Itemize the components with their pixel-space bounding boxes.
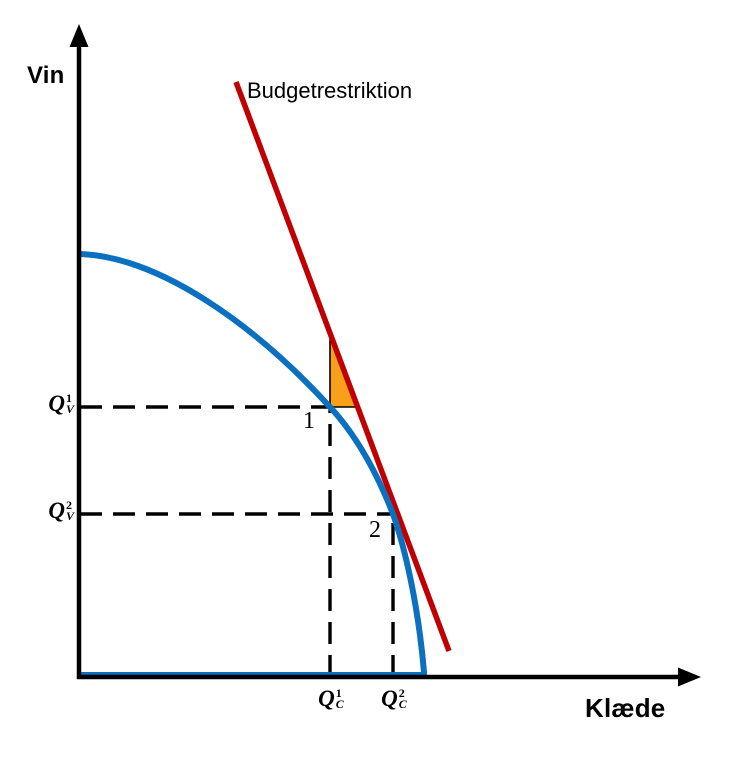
- qv2-sup: 2: [65, 498, 72, 512]
- point2-label: 2: [369, 517, 381, 543]
- budget-line-label: Budgetrestriktion: [247, 78, 413, 103]
- ppf-curve: [79, 251, 427, 678]
- qv2-base: Q: [48, 498, 65, 523]
- y-axis-label: Vin: [27, 62, 65, 89]
- qc2-base: Q: [381, 686, 398, 711]
- qc2-sub: C: [398, 697, 407, 711]
- qc2-sup: 2: [398, 686, 405, 700]
- qv1-sub: V: [65, 402, 74, 416]
- point1-label: 1: [303, 408, 315, 434]
- qv2-sub: V: [65, 509, 74, 523]
- qv1-sup: 1: [65, 391, 72, 405]
- x-axis-label: Klæde: [585, 693, 666, 723]
- budget-line: [233, 81, 452, 652]
- y-axis-arrowhead: [69, 24, 89, 47]
- qc1-sub: C: [335, 697, 344, 711]
- qc1-sup: 1: [335, 686, 342, 700]
- qv1-base: Q: [48, 391, 65, 416]
- x-axis-arrowhead: [678, 667, 701, 687]
- qc1-base: Q: [318, 686, 335, 711]
